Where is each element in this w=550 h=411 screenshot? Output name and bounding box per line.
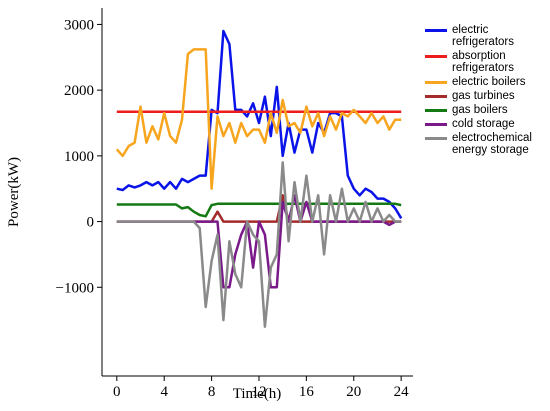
x-tick-label: 12 <box>251 384 266 400</box>
series-line <box>116 161 402 328</box>
x-axis-label: Time(h) <box>233 386 282 402</box>
legend-item: cold storage <box>425 118 543 130</box>
legend-item: gas boilers <box>425 104 543 116</box>
y-tick-label: 1000 <box>64 149 94 165</box>
x-tick-label: 24 <box>394 384 410 400</box>
legend-swatch <box>425 55 447 58</box>
legend-label: gas boilers <box>452 104 508 116</box>
legend-swatch <box>425 29 447 32</box>
legend-item: electric boilers <box>425 76 543 88</box>
legend-label: electric boilers <box>452 76 526 88</box>
legend-label: electric refrigerators <box>452 24 514 48</box>
legend-swatch <box>425 81 447 84</box>
legend-swatch <box>425 137 447 140</box>
x-tick-label: 0 <box>113 384 121 400</box>
legend-swatch <box>425 95 447 98</box>
legend-label: gas turbines <box>452 90 515 102</box>
x-tick-label: 16 <box>299 384 315 400</box>
series-line <box>116 202 402 218</box>
legend-swatch <box>425 109 447 112</box>
y-tick-label: 2000 <box>64 83 94 99</box>
legend-swatch <box>425 123 447 126</box>
x-tick-label: 8 <box>208 384 216 400</box>
legend-item: absorption refrigerators <box>425 50 543 74</box>
legend-label: cold storage <box>452 118 515 130</box>
legend: electric refrigerators absorption refrige… <box>425 24 543 158</box>
y-tick-label: −1000 <box>56 280 94 296</box>
legend-item: electrochemical energy storage <box>425 132 543 156</box>
legend-item: electric refrigerators <box>425 24 543 48</box>
x-tick-label: 20 <box>346 384 361 400</box>
legend-label: electrochemical energy storage <box>452 132 532 156</box>
legend-item: gas turbines <box>425 90 543 102</box>
y-axis-label: Power(kW) <box>6 157 22 227</box>
y-tick-label: 0 <box>87 215 95 231</box>
series-line <box>115 48 402 190</box>
series-line <box>116 29 403 219</box>
legend-label: absorption refrigerators <box>452 50 514 74</box>
y-tick-label: 3000 <box>64 17 94 33</box>
x-tick-label: 4 <box>160 384 168 400</box>
